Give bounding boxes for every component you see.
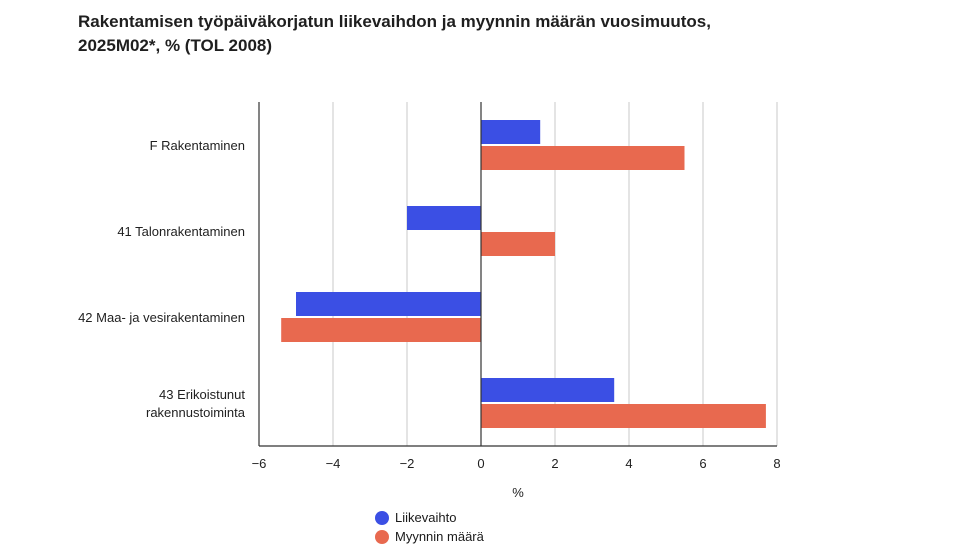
bar-myynnin-maara (481, 232, 555, 256)
legend-swatch-myynnin-maara (375, 529, 389, 544)
x-tick-label: 2 (551, 456, 558, 471)
axes (258, 102, 777, 447)
bar-liikevaihto (407, 206, 481, 230)
chart-title-line-1: Rakentamisen työpäiväkorjatun liikevaihd… (78, 12, 711, 31)
x-tick-label: −6 (252, 456, 267, 471)
legend-label-liikevaihto: Liikevaihto (395, 510, 457, 525)
bar-liikevaihto (296, 292, 481, 316)
x-tick-label: 4 (625, 456, 632, 471)
chart-title-line-2: 2025M02*, % (TOL 2008) (78, 36, 273, 55)
legend-item-liikevaihto: Liikevaihto (375, 508, 484, 527)
bars (281, 120, 766, 428)
legend-item-myynnin-maara: Myynnin määrä (375, 527, 484, 546)
category-label: F Rakentaminen (150, 138, 245, 153)
x-tick-label: 6 (699, 456, 706, 471)
legend: Liikevaihto Myynnin määrä (375, 508, 484, 546)
category-label: 41 Talonrakentaminen (117, 224, 245, 239)
bar-myynnin-maara (481, 404, 766, 428)
bar-myynnin-maara (481, 146, 685, 170)
x-tick-label: 8 (773, 456, 780, 471)
legend-swatch-liikevaihto (375, 510, 389, 525)
bar-liikevaihto (481, 378, 615, 402)
x-axis-label: % (512, 485, 524, 500)
legend-label-myynnin-maara: Myynnin määrä (395, 529, 484, 544)
bar-liikevaihto (481, 120, 541, 144)
chart-title: Rakentamisen työpäiväkorjatun liikevaihd… (78, 10, 798, 58)
x-tick-label: −2 (400, 456, 415, 471)
category-label: 42 Maa- ja vesirakentaminen (78, 310, 245, 325)
x-tick-label: 0 (477, 456, 484, 471)
category-label: 43 Erikoistunut rakennustoiminta (146, 387, 246, 420)
labels: −6 −4 −2 0 2 4 6 8 F Rakentaminen 41 Talonrakenta… (78, 138, 781, 500)
x-tick-label: −4 (326, 456, 341, 471)
bar-myynnin-maara (281, 318, 481, 342)
